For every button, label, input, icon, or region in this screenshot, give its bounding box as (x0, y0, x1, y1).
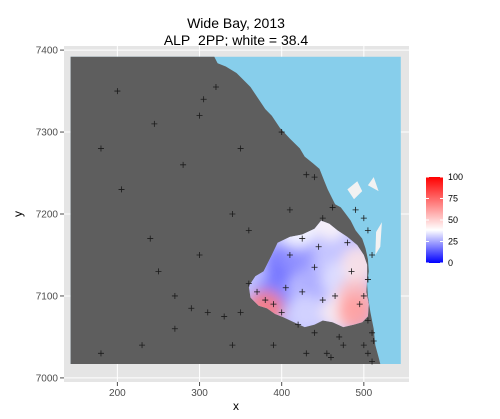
town-marker (254, 288, 261, 295)
town-marker (262, 297, 269, 304)
town-marker (204, 309, 211, 316)
chart-subtitle: ALP_2PP; white = 38.4 (164, 32, 309, 48)
town-marker (295, 321, 302, 328)
town-markers (97, 83, 377, 365)
town-marker (147, 235, 154, 242)
town-marker (188, 305, 195, 312)
town-marker (303, 171, 310, 178)
town-marker (369, 251, 376, 258)
town-marker (336, 333, 343, 340)
town-marker (311, 174, 318, 181)
legend-colourbar (426, 177, 443, 263)
town-marker (286, 206, 293, 213)
town-marker (171, 292, 178, 299)
town-marker (237, 309, 244, 316)
town-marker (356, 301, 363, 308)
town-marker (303, 350, 310, 357)
town-marker (114, 88, 121, 95)
x-tick-label: 400 (273, 388, 290, 399)
town-marker (270, 342, 277, 349)
legend-tick-label: 50 (448, 215, 458, 225)
town-marker (200, 96, 207, 103)
town-marker (311, 329, 318, 336)
island-fragments (347, 177, 382, 255)
town-marker (364, 317, 371, 324)
town-marker (270, 301, 277, 308)
town-marker (237, 145, 244, 152)
town-marker (196, 112, 203, 119)
town-marker (311, 264, 318, 271)
town-marker (139, 342, 146, 349)
town-marker (369, 358, 376, 365)
town-marker (299, 288, 306, 295)
x-tick-label: 300 (191, 388, 208, 399)
town-marker (332, 292, 339, 299)
town-marker (118, 186, 125, 193)
town-marker (97, 145, 104, 152)
town-marker (360, 215, 367, 222)
town-marker (97, 350, 104, 357)
town-marker (180, 161, 187, 168)
town-marker (323, 350, 330, 357)
town-marker (370, 338, 377, 345)
town-marker (340, 342, 347, 349)
town-marker (278, 129, 285, 136)
town-marker (364, 350, 371, 357)
legend-tick-label: 100 (448, 172, 463, 182)
legend-tick-label: 25 (448, 237, 458, 247)
legend-tick-label: 0 (448, 258, 453, 268)
town-marker (352, 206, 359, 213)
legend-tick-label: 75 (448, 194, 458, 204)
town-marker (319, 215, 326, 222)
town-marker (299, 235, 306, 242)
town-marker (286, 251, 293, 258)
x-tick-label: 200 (109, 388, 126, 399)
y-tick-label: 7200 (36, 210, 59, 221)
y-axis-title: y (11, 211, 25, 217)
town-marker (369, 329, 376, 336)
y-tick-label: 7300 (36, 128, 59, 139)
y-axis-ticks: 7000 7100 7200 7300 7400 (36, 46, 64, 384)
town-marker (245, 227, 252, 234)
chart-title: Wide Bay, 2013 (187, 15, 285, 31)
map-layer (70, 56, 401, 364)
town-marker (212, 83, 219, 90)
town-marker (364, 227, 371, 234)
town-marker (171, 325, 178, 332)
x-axis-title: x (233, 399, 239, 413)
town-marker (344, 239, 351, 246)
town-marker (155, 268, 162, 275)
town-marker (364, 276, 371, 283)
town-marker (360, 292, 367, 299)
y-tick-label: 7000 (36, 373, 59, 384)
legend-ticks: 0 25 50 75 100 (426, 172, 463, 268)
town-marker (229, 342, 236, 349)
town-marker (245, 280, 252, 287)
town-marker (329, 204, 336, 211)
town-marker (315, 243, 322, 250)
town-marker (229, 211, 236, 217)
town-marker (278, 309, 285, 316)
x-tick-label: 500 (355, 388, 372, 399)
town-marker (196, 251, 203, 258)
town-marker (151, 120, 158, 127)
town-marker (319, 297, 326, 304)
town-marker (327, 354, 334, 361)
town-marker (221, 313, 228, 320)
x-axis-ticks: 200 300 400 500 (109, 382, 373, 399)
colour-legend: 0 25 50 75 100 (426, 172, 463, 268)
y-tick-label: 7100 (36, 291, 59, 302)
town-marker (360, 342, 367, 349)
town-marker (282, 284, 289, 291)
town-marker (348, 268, 355, 275)
region-sample (288, 294, 325, 328)
y-tick-label: 7400 (36, 46, 59, 57)
